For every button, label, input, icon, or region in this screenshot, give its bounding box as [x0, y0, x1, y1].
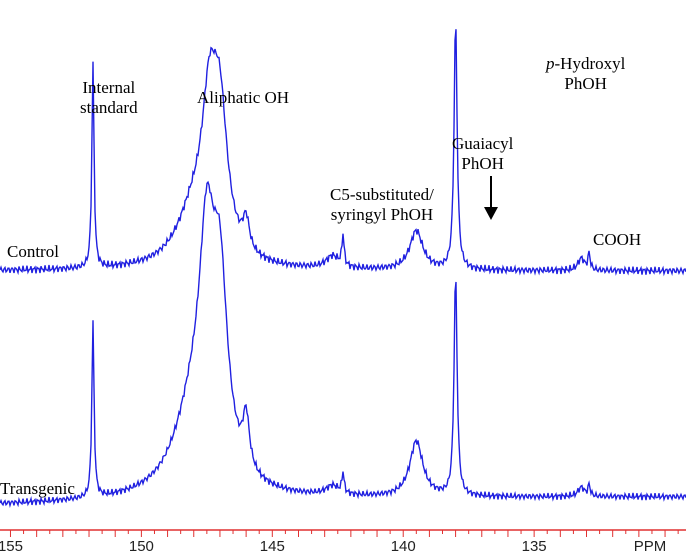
transgenic-spectrum-line — [0, 180, 686, 508]
x-tick-label: 140 — [391, 538, 416, 554]
annotation-guaiacyl: Guaiacyl PhOH — [452, 134, 514, 173]
x-axis-label: PPM — [634, 538, 667, 554]
x-axis: 155 150 145 140 135 PPM — [0, 529, 686, 554]
annotation-internal-standard: Internal standard — [80, 78, 138, 117]
annotation-cooh: COOH — [593, 230, 642, 249]
annotation-c5-syringyl: C5-substituted/ syringyl PhOH — [330, 185, 434, 224]
label-transgenic: Transgenic — [0, 479, 75, 498]
x-tick-label: 145 — [260, 538, 285, 554]
annotation-aliphatic-oh: Aliphatic OH — [197, 88, 290, 107]
x-tick-label: 155 — [0, 538, 23, 554]
control-spectrum-line — [0, 29, 686, 277]
x-tick-label: 135 — [522, 538, 547, 554]
label-control: Control — [7, 242, 59, 261]
annotation-p-hydroxyl: p-Hydroxyl PhOH — [546, 54, 626, 93]
x-tick-label: 150 — [129, 538, 154, 554]
guaiacyl-arrow-head — [484, 207, 498, 220]
